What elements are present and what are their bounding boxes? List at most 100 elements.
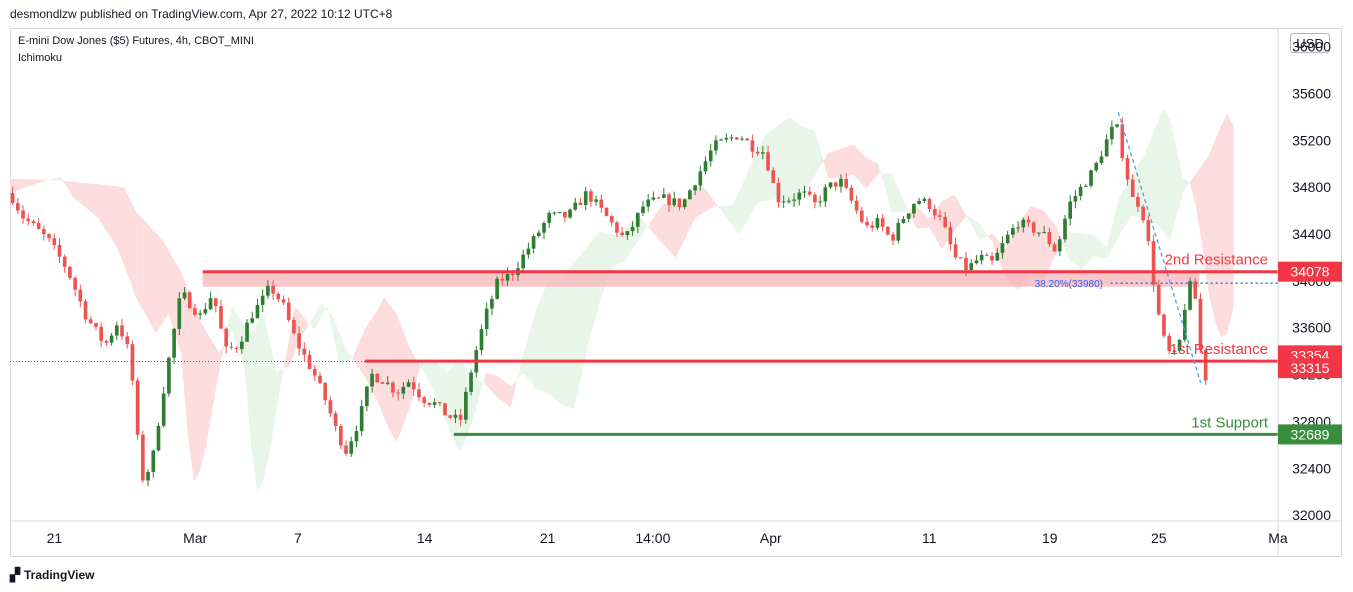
candle-body bbox=[760, 152, 765, 154]
candle-body bbox=[886, 226, 890, 235]
candle-body bbox=[286, 302, 291, 320]
indicator-label[interactable]: Ichimoku bbox=[18, 52, 63, 64]
candle-body bbox=[1037, 232, 1041, 234]
candle-body bbox=[182, 292, 187, 299]
candle-body bbox=[792, 199, 796, 201]
candle-body bbox=[1120, 124, 1125, 159]
ichimoku-cloud-segment bbox=[1087, 234, 1095, 263]
ichimoku-cloud-segment bbox=[688, 190, 695, 232]
candle-body bbox=[620, 232, 624, 236]
candle-body bbox=[114, 325, 119, 336]
candle-body bbox=[1156, 284, 1161, 315]
candle-body bbox=[990, 255, 994, 261]
candle-body bbox=[995, 252, 1000, 261]
ichimoku-cloud-segment bbox=[808, 128, 816, 186]
candle-body bbox=[870, 225, 875, 228]
candle-body bbox=[521, 254, 525, 269]
ichimoku-cloud-segment bbox=[1037, 208, 1044, 281]
ichimoku-cloud-segment bbox=[48, 178, 55, 181]
ichimoku-cloud-segment bbox=[618, 228, 625, 264]
ichimoku-cloud-segment bbox=[447, 365, 454, 441]
candle-body bbox=[328, 400, 333, 414]
candle-body bbox=[167, 357, 171, 394]
ichimoku-cloud-segment bbox=[327, 306, 334, 336]
candle-body bbox=[1047, 232, 1052, 245]
candle-body bbox=[15, 203, 20, 211]
candle-body bbox=[500, 278, 505, 281]
ichimoku-cloud-segment bbox=[548, 278, 556, 399]
ichimoku-cloud-segment bbox=[105, 185, 112, 239]
ichimoku-cloud-segment bbox=[739, 177, 746, 235]
ichimoku-cloud-segment bbox=[840, 146, 847, 179]
ichimoku-cloud-segment bbox=[472, 377, 480, 421]
candle-body bbox=[807, 191, 812, 195]
ichimoku-cloud-segment bbox=[1024, 205, 1031, 284]
candle-body bbox=[880, 218, 885, 227]
candle-body bbox=[859, 210, 864, 222]
candle-body bbox=[208, 298, 213, 310]
ichimoku-cloud-segment bbox=[517, 352, 524, 380]
candle-body bbox=[833, 182, 838, 187]
candle-body bbox=[776, 182, 781, 203]
candle-body bbox=[198, 313, 202, 315]
candle-body bbox=[552, 212, 557, 214]
ichimoku-cloud-segment bbox=[1220, 113, 1228, 337]
candle-body bbox=[370, 373, 374, 387]
candle-body bbox=[36, 223, 41, 229]
price-tick-label: 34800 bbox=[1292, 179, 1331, 195]
candle-body bbox=[703, 161, 708, 172]
ichimoku-cloud-segment bbox=[865, 157, 873, 189]
candle-body bbox=[693, 185, 697, 191]
ichimoku-cloud-segment bbox=[1043, 210, 1050, 281]
chart-pane[interactable] bbox=[10, 28, 1342, 557]
candle-body bbox=[979, 254, 984, 261]
ichimoku-cloud-segment bbox=[726, 205, 733, 227]
candle-body bbox=[240, 341, 244, 349]
candle-body bbox=[1005, 234, 1010, 244]
candle-body bbox=[766, 152, 770, 171]
candle-body bbox=[1146, 220, 1151, 242]
fib-label: 38.20%(33980) bbox=[1035, 279, 1103, 290]
time-tick-label: 14:00 bbox=[635, 530, 670, 546]
candle-body bbox=[146, 472, 150, 481]
price-tick-label: 33600 bbox=[1292, 320, 1331, 336]
ichimoku-cloud-segment bbox=[257, 312, 264, 492]
price-tick-label: 35600 bbox=[1292, 85, 1331, 101]
ichimoku-cloud-segment bbox=[542, 279, 549, 394]
candle-body bbox=[104, 340, 109, 343]
candle-body bbox=[1052, 244, 1057, 252]
candle-body bbox=[229, 346, 234, 348]
candle-body bbox=[292, 319, 296, 334]
candle-body bbox=[266, 285, 270, 296]
ichimoku-cloud-segment bbox=[314, 303, 321, 331]
candle-body bbox=[896, 222, 901, 241]
candle-body bbox=[339, 426, 343, 446]
ichimoku-cloud-segment bbox=[1208, 141, 1215, 321]
currency-button[interactable]: USD bbox=[1290, 33, 1330, 53]
candle-body bbox=[646, 199, 651, 207]
candle-body bbox=[479, 329, 484, 351]
candle-body bbox=[667, 194, 671, 206]
candle-body bbox=[823, 187, 828, 202]
ichimoku-cloud-segment bbox=[1075, 232, 1082, 270]
ichimoku-cloud-segment bbox=[903, 200, 911, 215]
ichimoku-cloud-segment bbox=[377, 297, 385, 418]
ichimoku-cloud-segment bbox=[282, 339, 289, 375]
candle-body bbox=[234, 347, 239, 349]
candle-body bbox=[849, 187, 854, 201]
ichimoku-cloud-segment bbox=[117, 186, 125, 266]
candle-body bbox=[630, 226, 635, 232]
candle-body bbox=[1021, 219, 1026, 228]
candle-body bbox=[985, 254, 989, 256]
candle-body bbox=[573, 202, 578, 210]
ichimoku-cloud-segment bbox=[41, 179, 49, 182]
ichimoku-cloud-segment bbox=[136, 212, 144, 311]
candle-body bbox=[156, 425, 161, 451]
price-tick-label: 34400 bbox=[1292, 226, 1331, 242]
candle-body bbox=[1089, 170, 1093, 186]
candle-body bbox=[583, 191, 588, 206]
candle-body bbox=[333, 413, 338, 427]
candle-body bbox=[1094, 162, 1099, 171]
candle-body bbox=[594, 199, 598, 202]
